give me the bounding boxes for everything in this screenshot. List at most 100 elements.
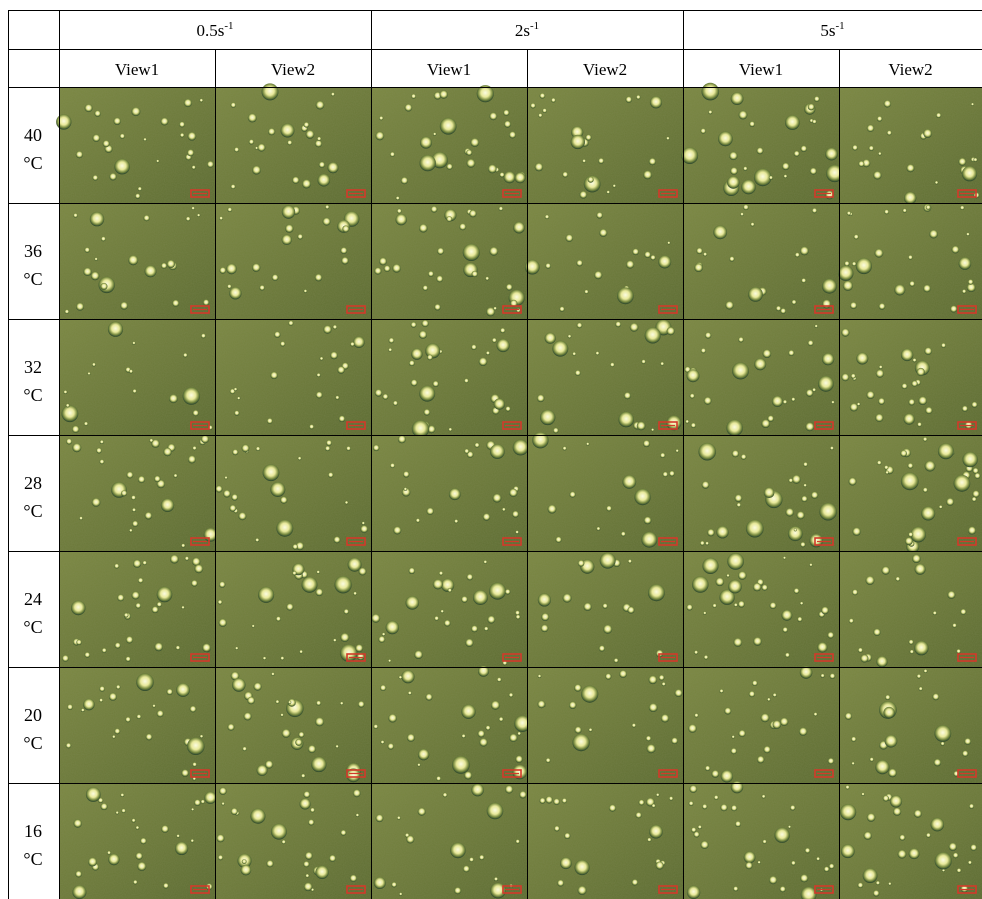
droplet xyxy=(156,601,162,608)
scale-bar xyxy=(814,537,834,546)
micrograph-tile xyxy=(527,432,683,551)
micrograph-tile xyxy=(527,783,683,899)
droplet xyxy=(811,208,818,214)
droplet xyxy=(903,413,915,425)
droplet xyxy=(478,665,489,677)
droplet xyxy=(907,463,914,469)
droplet xyxy=(266,860,274,868)
droplet xyxy=(809,563,813,567)
droplet xyxy=(503,109,510,116)
droplet xyxy=(701,82,720,101)
droplet xyxy=(496,677,502,682)
droplet xyxy=(651,428,655,432)
droplet xyxy=(230,184,236,190)
view-header: View2 xyxy=(888,60,932,79)
droplet xyxy=(912,358,917,363)
droplet xyxy=(466,158,476,168)
droplet xyxy=(301,576,318,593)
droplet xyxy=(192,557,201,566)
droplet xyxy=(878,397,885,405)
micrograph-tile xyxy=(371,665,531,783)
droplet xyxy=(757,755,765,764)
row-temperature-unit: °C xyxy=(23,733,42,753)
droplet xyxy=(938,505,943,509)
droplet xyxy=(643,170,652,180)
droplet xyxy=(740,454,747,460)
droplet xyxy=(428,271,434,277)
droplet xyxy=(579,191,588,199)
droplet xyxy=(512,439,529,456)
droplet xyxy=(602,603,608,609)
droplet xyxy=(641,359,646,364)
droplet xyxy=(782,627,788,633)
droplet xyxy=(403,487,408,491)
droplet xyxy=(361,521,365,525)
droplet xyxy=(233,387,238,391)
droplet xyxy=(703,252,708,257)
scale-bar xyxy=(658,305,678,314)
droplet xyxy=(924,460,936,472)
droplet xyxy=(799,666,813,679)
micrograph-tile xyxy=(683,203,839,319)
droplet xyxy=(515,610,520,616)
droplet xyxy=(967,860,972,865)
row-temperature-value: 28 xyxy=(24,473,42,493)
droplet xyxy=(408,360,415,367)
droplet xyxy=(553,427,559,434)
droplet xyxy=(855,257,873,275)
droplet xyxy=(317,173,331,187)
droplet xyxy=(569,701,577,709)
droplet xyxy=(307,745,316,754)
droplet xyxy=(340,633,350,642)
droplet xyxy=(675,449,679,453)
micrograph-tile xyxy=(215,83,371,203)
droplet xyxy=(774,827,790,843)
droplet xyxy=(471,783,484,797)
droplet xyxy=(762,839,767,844)
droplet xyxy=(102,140,110,148)
micrograph-tile xyxy=(527,667,683,783)
droplet xyxy=(895,576,901,582)
droplet xyxy=(255,146,259,150)
droplet xyxy=(921,506,936,521)
droplet xyxy=(502,660,508,666)
droplet xyxy=(140,837,147,845)
droplet xyxy=(534,162,544,172)
droplet xyxy=(83,698,95,711)
droplet xyxy=(373,877,386,889)
scale-bar xyxy=(346,189,366,198)
droplet xyxy=(805,389,814,397)
micrograph-tile xyxy=(215,435,371,551)
scale-bar xyxy=(814,769,834,778)
droplet xyxy=(857,647,863,653)
droplet xyxy=(738,337,744,343)
droplet xyxy=(923,669,928,673)
droplet xyxy=(838,265,854,281)
droplet xyxy=(496,338,510,353)
droplet xyxy=(190,839,194,843)
droplet xyxy=(156,586,173,603)
droplet xyxy=(303,861,310,868)
droplet xyxy=(532,432,549,449)
droplet xyxy=(229,388,236,395)
droplet xyxy=(545,263,551,269)
droplet xyxy=(461,596,468,603)
droplet xyxy=(131,107,141,117)
droplet xyxy=(145,733,153,741)
droplet xyxy=(790,805,796,811)
droplet xyxy=(792,474,801,484)
droplet xyxy=(878,303,886,310)
droplet xyxy=(741,179,756,195)
droplet xyxy=(184,556,189,561)
droplet xyxy=(108,692,117,701)
droplet xyxy=(408,567,415,574)
droplet xyxy=(73,819,82,828)
droplet xyxy=(745,862,753,870)
droplet xyxy=(114,728,121,735)
droplet xyxy=(241,444,250,453)
droplet xyxy=(217,599,223,605)
droplet xyxy=(191,808,195,811)
droplet xyxy=(315,391,323,399)
droplet xyxy=(477,730,485,738)
